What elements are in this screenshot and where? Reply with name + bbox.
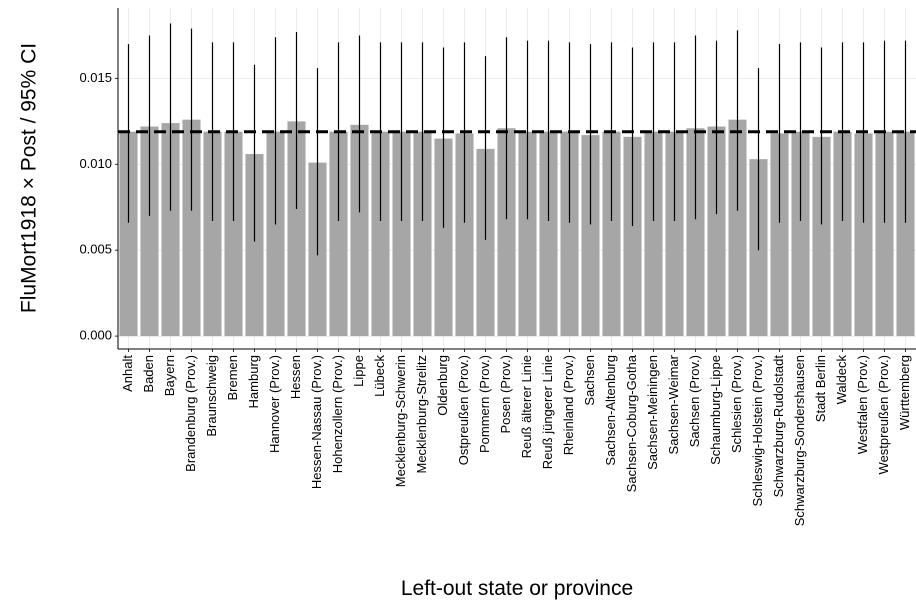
x-tick-label: Lübeck [372,355,387,397]
y-tick-label: 0.010 [79,156,112,171]
x-tick-label: Sachsen [582,355,597,406]
x-tick-label: Hamburg [246,355,261,408]
bar [203,131,222,337]
x-tick-label: Bayern [162,355,177,396]
x-tick-label: Mecklenburg-Schwerin [393,355,408,487]
bar [161,123,180,337]
bar [497,128,516,337]
x-tick-label: Schleswig-Holstein (Prov.) [750,355,765,506]
bar [518,131,537,337]
bar [476,148,495,337]
bar [623,136,642,337]
x-tick-label: Hessen [288,355,303,399]
bar [770,133,789,337]
y-tick-label: 0.000 [79,328,112,343]
y-tick-label: 0.015 [79,70,112,85]
x-tick-label: Posen (Prov.) [498,355,513,434]
bar [182,119,201,337]
x-tick-label: Schlesien (Prov.) [729,355,744,453]
x-tick-label: Oldenburg [435,355,450,416]
x-tick-label: Hessen-Nassau (Prov.) [309,355,324,489]
x-tick-label: Pommern (Prov.) [477,355,492,453]
x-tick-label: Schwarzburg-Rudolstadt [771,355,786,498]
bar [560,131,579,337]
x-tick-label: Hannover (Prov.) [267,355,282,453]
x-tick-label: Württemberg [897,355,912,430]
x-tick-label: Rheinland (Prov.) [561,355,576,455]
x-tick-label: Sachsen-Coburg-Gotha [624,354,639,492]
bar [350,124,369,337]
bar [686,128,705,337]
x-tick-label: Anhalt [120,355,135,392]
x-tick-label: Ostpreußen (Prov.) [456,355,471,465]
bar [854,133,873,337]
x-axis-title: Left-out state or province [401,577,633,600]
y-tick-label: 0.005 [79,242,112,257]
x-tick-label: Sachsen-Weimar [666,354,681,454]
bar [875,131,894,337]
x-tick-label: Schwarzburg-Sondershausen [792,355,807,526]
bar [413,131,432,337]
bar [329,131,348,337]
bar [266,131,285,337]
x-tick-label: Baden [141,355,156,393]
x-tick-label: Sachsen-Meiningen [645,355,660,470]
x-tick-label: Braunschweig [204,355,219,437]
bar [434,138,453,337]
bar [896,131,915,337]
x-tick-label: Mecklenburg-Strelitz [414,355,429,474]
bar [833,131,852,337]
bar [392,131,411,337]
x-tick-label: Stadt Berlin [813,355,828,422]
bar [644,131,663,337]
x-tick-label: Reuß älterer Linie [519,355,534,458]
bar [539,131,558,337]
bar [224,131,243,337]
x-tick-label: Lippe [351,355,366,387]
bar [140,126,159,337]
y-axis-title: FluMort1918 × Post / 95% CI [18,43,41,313]
x-tick-label: Sachsen-Altenburg [603,355,618,466]
bar [371,131,390,337]
bar [287,121,306,337]
bar [119,131,138,337]
bar [245,154,264,337]
bar [602,131,621,337]
x-tick-label: Hohenzollern (Prov.) [330,355,345,473]
x-tick-label: Westpreußen (Prov.) [876,355,891,474]
bar [665,131,684,337]
x-tick-label: Westfalen (Prov.) [855,355,870,454]
x-tick-label: Reuß jüngerer Linie [540,355,555,469]
bar [455,133,474,337]
x-tick-label: Waldeck [834,355,849,405]
x-tick-label: Schaumburg-Lippe [708,355,723,465]
bar [581,135,600,337]
bar [812,136,831,337]
bar [791,131,810,337]
x-tick-label: Bremen [225,355,240,401]
bar [728,119,747,337]
x-tick-label: Brandenburg (Prov.) [183,355,198,472]
x-tick-label: Sachsen (Prov.) [687,355,702,447]
bar [707,126,726,337]
